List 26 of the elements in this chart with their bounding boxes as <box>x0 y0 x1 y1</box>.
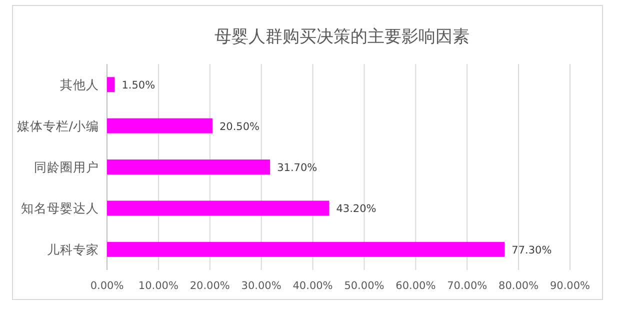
y-tick-label: 儿科专家 <box>47 242 99 257</box>
data-label: 43.20% <box>336 203 376 216</box>
y-tick-label: 其他人 <box>60 77 99 92</box>
data-label: 31.70% <box>277 162 318 174</box>
x-tick-label: 50.00% <box>344 280 384 292</box>
bar <box>107 118 212 134</box>
x-tick-label: 70.00% <box>447 280 488 292</box>
y-tick-label: 知名母婴达人 <box>21 200 99 216</box>
x-tick-label: 0.00% <box>90 280 124 292</box>
x-tick-label: 80.00% <box>498 280 539 292</box>
bar <box>107 77 115 92</box>
bar <box>107 242 505 257</box>
bar <box>107 200 330 216</box>
data-label: 1.50% <box>122 80 156 92</box>
x-tick-label: 90.00% <box>550 280 590 292</box>
x-tick-label: 30.00% <box>241 280 282 292</box>
chart-title: 母婴人群购买决策的主要影响因素 <box>214 27 470 47</box>
x-tick-label: 40.00% <box>292 280 333 292</box>
x-tick-label: 60.00% <box>396 280 436 292</box>
bar <box>107 160 270 174</box>
y-tick-label: 同龄圈用户 <box>34 160 99 174</box>
x-tick-label: 10.00% <box>138 280 178 292</box>
x-tick-label: 20.00% <box>190 280 230 292</box>
y-tick-label: 媒体专栏/小编 <box>16 118 99 134</box>
data-label: 77.30% <box>512 244 552 256</box>
data-label: 20.50% <box>219 120 260 133</box>
